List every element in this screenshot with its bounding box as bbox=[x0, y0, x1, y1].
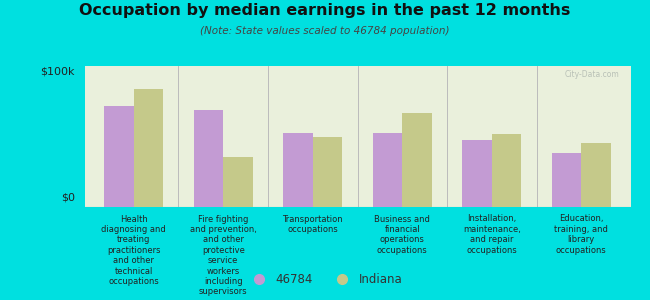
Bar bbox=[552, 153, 581, 207]
Bar bbox=[223, 157, 253, 207]
Bar bbox=[283, 133, 313, 207]
Text: $0: $0 bbox=[60, 193, 75, 202]
Bar bbox=[313, 137, 343, 207]
Text: Education,
training, and
library
occupations: Education, training, and library occupat… bbox=[554, 214, 608, 255]
Text: Installation,
maintenance,
and repair
occupations: Installation, maintenance, and repair oc… bbox=[463, 214, 521, 255]
Text: Occupation by median earnings in the past 12 months: Occupation by median earnings in the pas… bbox=[79, 3, 571, 18]
Bar bbox=[104, 106, 134, 207]
Text: City-Data.com: City-Data.com bbox=[565, 70, 619, 79]
Text: (Note: State values scaled to 46784 population): (Note: State values scaled to 46784 popu… bbox=[200, 26, 450, 35]
Text: Transportation
occupations: Transportation occupations bbox=[283, 214, 343, 234]
Text: Business and
financial
operations
occupations: Business and financial operations occupa… bbox=[374, 214, 430, 255]
Bar bbox=[462, 140, 492, 207]
Bar bbox=[194, 110, 223, 207]
Bar bbox=[134, 89, 163, 207]
Text: $100k: $100k bbox=[40, 66, 75, 76]
Legend: 46784, Indiana: 46784, Indiana bbox=[242, 269, 408, 291]
Bar bbox=[402, 113, 432, 207]
Bar bbox=[372, 133, 402, 207]
Text: Fire fighting
and prevention,
and other
protective
service
workers
including
sup: Fire fighting and prevention, and other … bbox=[190, 214, 257, 296]
Bar bbox=[581, 142, 611, 207]
Bar bbox=[492, 134, 521, 207]
Text: Health
diagnosing and
treating
practitioners
and other
technical
occupations: Health diagnosing and treating practitio… bbox=[101, 214, 166, 286]
